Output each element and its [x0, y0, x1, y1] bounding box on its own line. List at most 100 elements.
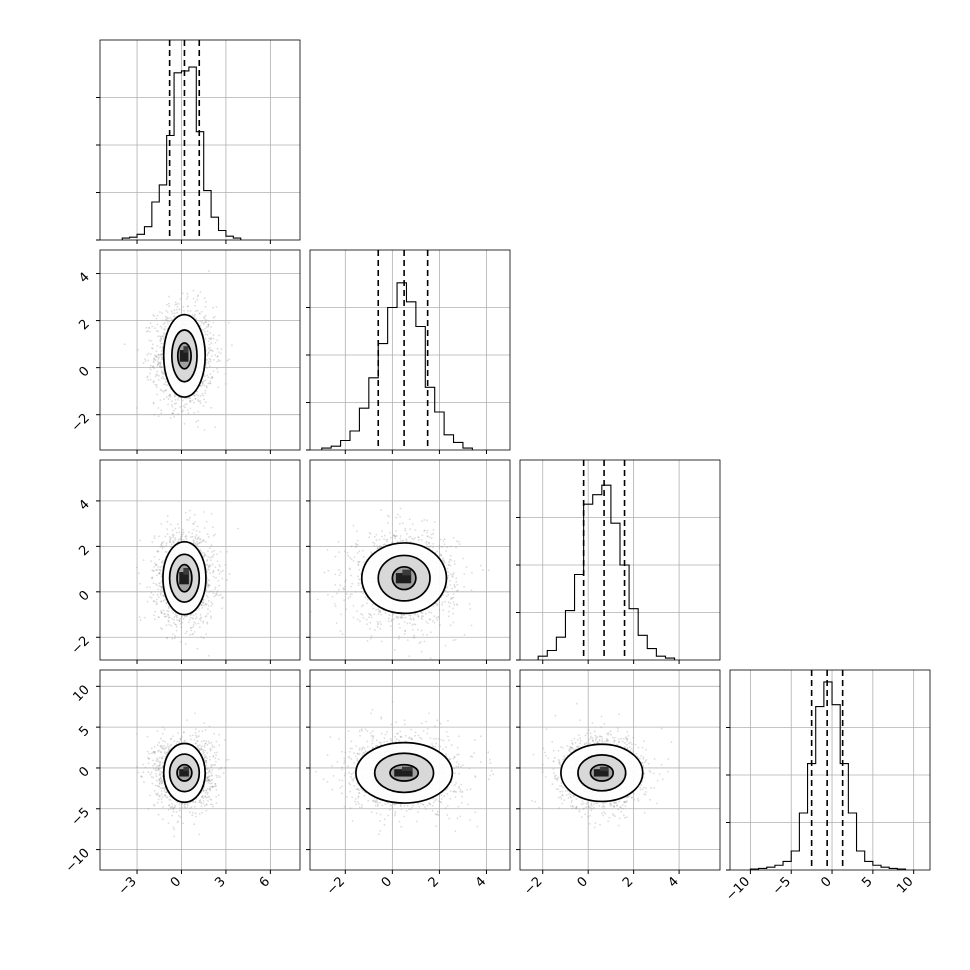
scatter-point — [416, 613, 419, 616]
scatter-point — [420, 617, 423, 619]
scatter-point — [181, 292, 184, 295]
scatter-point — [421, 612, 424, 615]
scatter-point — [377, 622, 380, 625]
scatter-point — [162, 377, 165, 380]
scatter-point — [203, 554, 206, 557]
scatter-point — [360, 612, 362, 615]
scatter-point — [364, 596, 367, 599]
scatter-point — [199, 619, 202, 622]
scatter-point — [199, 324, 202, 327]
scatter-point — [210, 337, 213, 339]
scatter-point — [428, 611, 431, 614]
scatter-point — [156, 574, 158, 577]
scatter-point — [189, 516, 191, 519]
scatter-point — [217, 569, 220, 572]
scatter-point — [207, 579, 209, 582]
scatter-point — [179, 622, 182, 625]
scatter-point — [204, 333, 207, 336]
scatter-point — [178, 620, 181, 622]
scatter-point — [452, 612, 454, 615]
scatter-point — [209, 332, 212, 334]
scatter-point — [439, 624, 441, 626]
scatter-point — [164, 381, 167, 384]
scatter-point — [177, 413, 179, 415]
scatter-point — [192, 289, 195, 292]
scatter-point — [396, 540, 399, 543]
scatter-point — [146, 354, 149, 356]
scatter-point — [421, 534, 424, 536]
scatter-point — [155, 603, 158, 606]
scatter-point — [212, 534, 215, 537]
scatter-point — [482, 569, 484, 571]
scatter-point — [216, 593, 218, 595]
scatter-point — [201, 604, 203, 606]
scatter-point — [189, 613, 192, 616]
scatter-point — [456, 604, 459, 607]
scatter-point — [373, 613, 376, 616]
scatter-point — [421, 618, 423, 620]
scatter-point — [156, 584, 158, 586]
scatter-point — [224, 373, 227, 375]
scatter-point — [372, 541, 374, 544]
scatter-point — [357, 563, 360, 566]
scatter-point — [350, 558, 353, 560]
scatter-point — [162, 609, 165, 612]
scatter-point — [199, 313, 201, 315]
scatter-point — [414, 529, 417, 531]
scatter-point — [207, 596, 209, 599]
scatter-point — [159, 366, 162, 369]
scatter-point — [214, 588, 216, 591]
scatter-point — [180, 539, 183, 542]
scatter-point — [200, 616, 203, 619]
scatter-point — [180, 640, 182, 643]
scatter-point — [354, 591, 357, 593]
scatter-point — [214, 533, 217, 536]
scatter-point — [449, 559, 452, 562]
scatter-point — [376, 547, 379, 550]
scatter-point — [192, 617, 195, 620]
scatter-point — [400, 616, 403, 619]
y-tick-label: 2 — [76, 543, 92, 559]
scatter-point — [208, 579, 211, 582]
scatter-point — [153, 535, 156, 537]
scatter-point — [189, 397, 192, 400]
scatter-point — [153, 358, 156, 361]
scatter-point — [194, 622, 197, 625]
scatter-point — [167, 398, 170, 401]
scatter-point — [184, 403, 187, 406]
scatter-point — [173, 316, 176, 318]
scatter-point — [159, 593, 162, 596]
scatter-point — [210, 544, 213, 547]
scatter-point — [417, 615, 420, 617]
scatter-point — [406, 532, 408, 535]
scatter-point — [191, 617, 194, 619]
y-tick-label: −2 — [69, 411, 93, 435]
scatter-point — [212, 350, 214, 352]
scatter-point — [198, 530, 201, 533]
scatter-point — [193, 631, 196, 633]
scatter-point — [189, 634, 192, 636]
scatter-point — [168, 536, 171, 538]
scatter-point — [442, 609, 445, 612]
scatter-point — [137, 771, 140, 774]
scatter-point — [420, 650, 423, 653]
scatter-point — [409, 617, 412, 620]
scatter-point — [189, 627, 192, 629]
scatter-point — [447, 564, 450, 567]
scatter-point — [161, 787, 164, 790]
scatter-point — [394, 535, 397, 538]
scatter-point — [417, 628, 419, 631]
scatter-point — [177, 302, 180, 305]
scatter-point — [205, 301, 208, 303]
scatter-point — [437, 616, 440, 619]
scatter-point — [150, 560, 152, 562]
scatter-point — [163, 595, 165, 597]
scatter-point — [172, 541, 175, 544]
scatter-point — [210, 348, 213, 351]
scatter-point — [469, 608, 472, 610]
scatter-point — [206, 333, 209, 336]
scatter-point — [405, 538, 408, 541]
scatter-point — [443, 543, 446, 545]
scatter-point — [168, 804, 170, 807]
panel-border — [99, 459, 301, 661]
